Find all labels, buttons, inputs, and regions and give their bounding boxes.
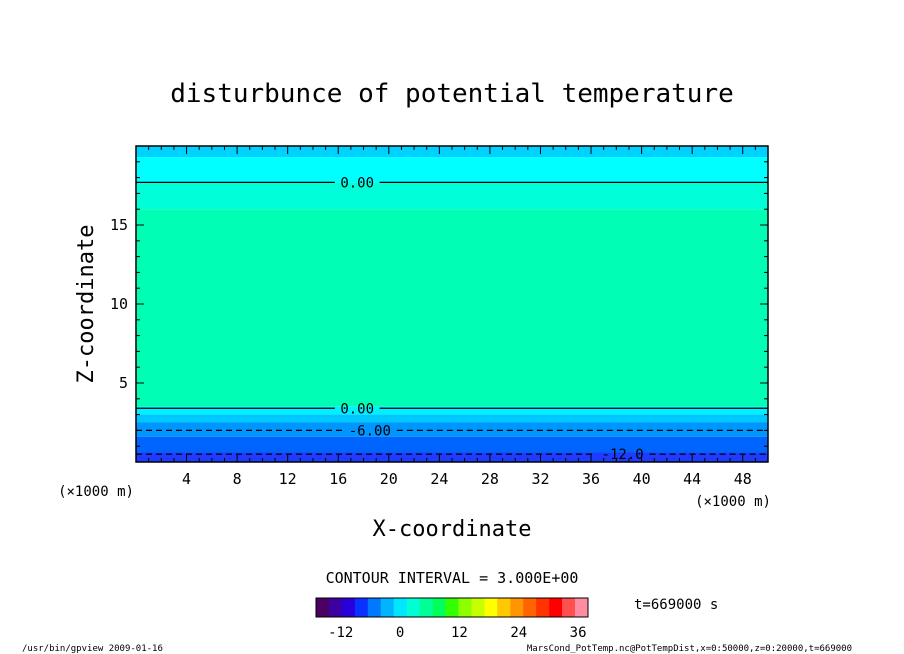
time-text: t=669000 s [634,597,718,613]
colorbar-cell-13 [484,598,498,617]
colorbar-cell-9 [432,598,446,617]
color-band-1 [136,157,768,183]
x-tick-label: 40 [633,470,651,488]
colorbar-cell-17 [536,598,550,617]
colorbar-tick-labels: -12 0 12 24 36 [328,625,586,641]
colorbar-cell-8 [419,598,433,617]
colorbar-tick-label: 24 [510,625,527,641]
color-band-6 [136,422,768,437]
contour-label-1: 0.00 [340,401,374,417]
colorbar-cell-16 [523,598,537,617]
x-tick-labels: 4 8 12 16 20 24 28 32 36 40 44 48 [182,470,752,488]
colorbar-cell-20 [575,598,589,617]
footer-left: /usr/bin/gpview 2009-01-16 [22,644,163,654]
color-band-7 [136,436,768,453]
contour-label-3: -12.0 [602,447,644,463]
colorbar-cell-5 [380,598,395,617]
x-tick-label: 36 [582,470,600,488]
x-tick-label: 24 [430,470,448,488]
colorbar-tick-label: -12 [328,625,353,641]
color-band-3 [136,209,768,407]
colorbar-cell-0 [316,598,330,617]
color-bands [136,146,768,462]
y-axis-label: Z-coordinate [74,225,99,384]
colorbar-cell-4 [367,598,382,617]
colorbar-cell-3 [354,598,369,617]
contour-lines: 0.00 0.00 -6.00 -12.0 [136,175,768,463]
x-tick-label: 12 [279,470,297,488]
x-tick-label: 16 [329,470,347,488]
contour-interval-text: CONTOUR INTERVAL = 3.000E+00 [326,569,579,587]
colorbar-cell-15 [510,598,524,617]
x-tick-label: 8 [233,470,242,488]
x-tick-label: 4 [182,470,191,488]
colorbar-tick-label: 36 [570,625,587,641]
x-unit-right: (×1000 m) [695,494,771,510]
colorbar-tick-label: 0 [396,625,404,641]
colorbar-frame [315,597,589,618]
colorbar-cell-1 [328,598,343,617]
contour-label-2: -6.00 [349,423,391,439]
colorbar-tick-label: 12 [451,625,468,641]
y-tick-label: 10 [110,295,128,313]
axis-ticks [136,146,768,462]
colorbar-cell-12 [471,598,485,617]
color-band-0 [136,146,768,158]
colorbar-cell-11 [458,598,472,617]
colorbar-cell-19 [562,598,576,617]
color-band-2 [136,182,768,210]
x-tick-label: 20 [380,470,398,488]
footer-right: MarsCond_PotTemp.nc@PotTempDist,x=0:5000… [527,644,852,654]
x-tick-label: 32 [531,470,549,488]
y-tick-labels: 5 10 15 [110,216,128,392]
chart-title: disturbunce of potential temperature [170,79,734,109]
y-tick-label: 5 [119,374,128,392]
colorbar-cell-14 [497,598,511,617]
x-tick-label: 44 [683,470,701,488]
colorbar-cell-2 [341,598,356,617]
color-band-5 [136,414,768,423]
x-tick-label: 48 [734,470,752,488]
colorbar-cell-7 [406,598,420,617]
colorbar-cell-6 [393,598,407,617]
x-tick-label: 28 [481,470,499,488]
color-band-4 [136,406,768,415]
contour-label-0: 0.00 [340,175,374,191]
colorbar [315,597,589,618]
y-tick-label: 15 [110,216,128,234]
x-axis-label: X-coordinate [373,517,532,542]
colorbar-cell-10 [445,598,459,617]
x-unit-left: (×1000 m) [58,484,134,500]
colorbar-cell-18 [549,598,563,617]
color-band-8 [136,452,768,462]
